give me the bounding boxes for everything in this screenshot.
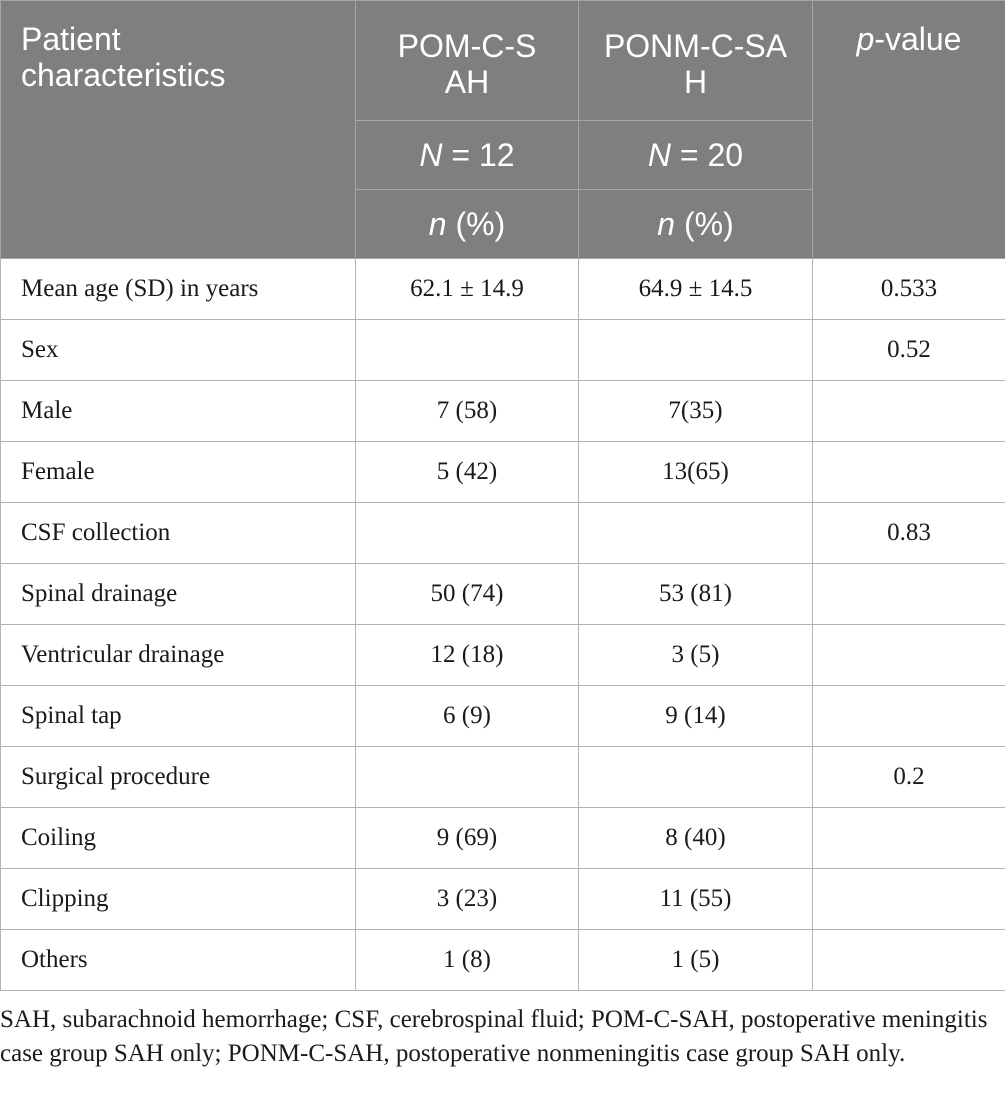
row-label: Others (0, 929, 356, 991)
table-row: Mean age (SD) in years 62.1 ± 14.9 64.9 … (0, 258, 1005, 320)
row-p-value: 0.83 (812, 502, 1005, 564)
header-p-italic: p (856, 21, 875, 57)
row-label: Clipping (0, 868, 356, 930)
row-pom-value: 62.1 ± 14.9 (355, 258, 579, 320)
row-pom-value: 1 (8) (355, 929, 579, 991)
row-label: Male (0, 380, 356, 442)
row-pom-value (355, 746, 579, 808)
header-p-value: p-value (812, 0, 1005, 259)
characteristics-table-container: Patient characteristics POM-C-SAH PONM-C… (0, 0, 1005, 991)
table-body: Mean age (SD) in years 62.1 ± 14.9 64.9 … (0, 258, 1005, 991)
row-ponm-value: 8 (40) (578, 807, 813, 869)
row-ponm-value (578, 746, 813, 808)
row-ponm-value (578, 319, 813, 381)
header-n-ponm-italic: N (647, 137, 672, 173)
row-pom-value (355, 502, 579, 564)
row-ponm-value: 1 (5) (578, 929, 813, 991)
row-p-value (812, 929, 1005, 991)
row-p-value: 0.2 (812, 746, 1005, 808)
table-row: Male 7 (58) 7(35) (0, 380, 1005, 442)
row-pom-value: 12 (18) (355, 624, 579, 686)
table-header: Patient characteristics POM-C-SAH PONM-C… (0, 0, 1005, 259)
table-row: Spinal drainage 50 (74) 53 (81) (0, 563, 1005, 625)
row-p-value (812, 807, 1005, 869)
row-label: Spinal tap (0, 685, 356, 747)
row-pom-value: 6 (9) (355, 685, 579, 747)
header-col3-text: PONM-C-SAH (603, 27, 788, 100)
row-ponm-value (578, 502, 813, 564)
row-label: Coiling (0, 807, 356, 869)
header-n-pom-value: = 12 (442, 137, 515, 173)
row-pom-value: 7 (58) (355, 380, 579, 442)
row-p-value (812, 868, 1005, 930)
row-pom-value: 50 (74) (355, 563, 579, 625)
row-pom-value: 9 (69) (355, 807, 579, 869)
patient-characteristics-table: Patient characteristics POM-C-SAH PONM-C… (0, 0, 1005, 991)
table-footnote: SAH, subarachnoid hemorrhage; CSF, cereb… (0, 1006, 988, 1067)
header-col1-text: Patient characteristics (21, 21, 226, 93)
row-p-value (812, 563, 1005, 625)
row-label: Sex (0, 319, 356, 381)
header-pct-ponm-italic: n (657, 206, 676, 242)
header-pom-c-sah: POM-C-SAH (355, 0, 579, 121)
row-label: Female (0, 441, 356, 503)
row-p-value (812, 441, 1005, 503)
table-row: Others 1 (8) 1 (5) (0, 929, 1005, 991)
row-label: Mean age (SD) in years (0, 258, 356, 320)
header-pct-pom: n (%) (355, 189, 579, 259)
header-n-pom: N = 12 (355, 120, 579, 190)
row-p-value: 0.533 (812, 258, 1005, 320)
row-p-value: 0.52 (812, 319, 1005, 381)
table-row: Ventricular drainage 12 (18) 3 (5) (0, 624, 1005, 686)
table-row: CSF collection 0.83 (0, 502, 1005, 564)
table-row: Female 5 (42) 13(65) (0, 441, 1005, 503)
table-row: Spinal tap 6 (9) 9 (14) (0, 685, 1005, 747)
row-p-value (812, 624, 1005, 686)
header-n-ponm: N = 20 (578, 120, 813, 190)
row-pom-value: 5 (42) (355, 441, 579, 503)
row-pom-value (355, 319, 579, 381)
row-label: Surgical procedure (0, 746, 356, 808)
header-patient-characteristics: Patient characteristics (0, 0, 356, 259)
row-ponm-value: 7(35) (578, 380, 813, 442)
table-row: Sex 0.52 (0, 319, 1005, 381)
row-ponm-value: 9 (14) (578, 685, 813, 747)
header-p-rest: -value (874, 21, 962, 57)
row-ponm-value: 13(65) (578, 441, 813, 503)
header-pct-pom-rest: (%) (446, 206, 506, 242)
header-ponm-c-sah: PONM-C-SAH (578, 0, 813, 121)
row-ponm-value: 53 (81) (578, 563, 813, 625)
row-label: Spinal drainage (0, 563, 356, 625)
header-pct-ponm: n (%) (578, 189, 813, 259)
header-pct-pom-italic: n (428, 206, 447, 242)
row-label: CSF collection (0, 502, 356, 564)
row-pom-value: 3 (23) (355, 868, 579, 930)
row-label: Ventricular drainage (0, 624, 356, 686)
row-ponm-value: 3 (5) (578, 624, 813, 686)
table-row: Surgical procedure 0.2 (0, 746, 1005, 808)
header-col2-text: POM-C-SAH (397, 27, 537, 100)
table-row: Coiling 9 (69) 8 (40) (0, 807, 1005, 869)
row-ponm-value: 64.9 ± 14.5 (578, 258, 813, 320)
header-n-ponm-value: = 20 (671, 137, 744, 173)
header-pct-ponm-rest: (%) (675, 206, 734, 242)
table-row: Clipping 3 (23) 11 (55) (0, 868, 1005, 930)
row-p-value (812, 380, 1005, 442)
header-n-pom-italic: N (419, 137, 443, 173)
row-ponm-value: 11 (55) (578, 868, 813, 930)
row-p-value (812, 685, 1005, 747)
